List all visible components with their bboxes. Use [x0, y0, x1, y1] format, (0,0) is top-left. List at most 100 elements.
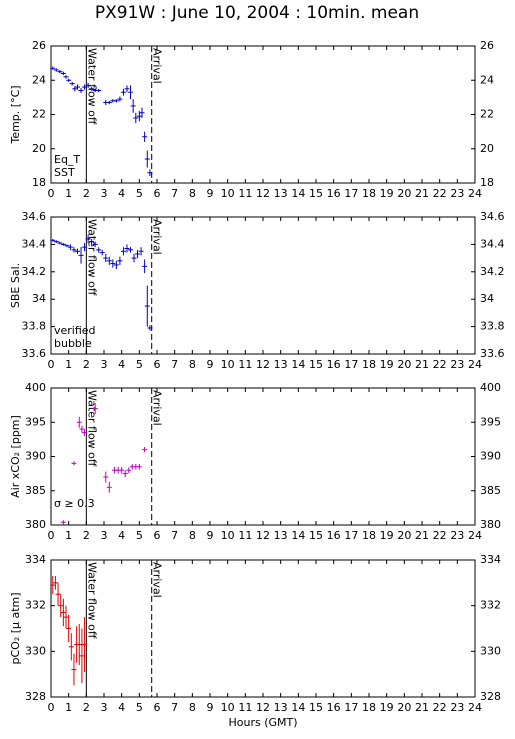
- x-tick-label: 3: [101, 529, 108, 542]
- event-label: Water flow off: [85, 48, 98, 125]
- x-tick-label: 14: [291, 701, 305, 714]
- x-tick-label: 20: [397, 358, 411, 371]
- x-tick-label: 11: [238, 358, 252, 371]
- x-tick-label: 1: [65, 187, 72, 200]
- x-tick-label: 20: [397, 529, 411, 542]
- y2-tick-label: 330: [480, 644, 501, 657]
- x-tick-label: 9: [207, 358, 214, 371]
- legend-entry: bubble: [54, 337, 92, 350]
- x-tick-label: 22: [433, 701, 447, 714]
- event-label: Arrival: [151, 219, 164, 255]
- x-tick-label: 19: [380, 701, 394, 714]
- x-tick-label: 1: [65, 701, 72, 714]
- x-tick-label: 24: [468, 701, 482, 714]
- x-tick-label: 22: [433, 187, 447, 200]
- x-tick-label: 8: [189, 701, 196, 714]
- x-tick-label: 4: [118, 529, 125, 542]
- x-tick-label: 15: [309, 187, 323, 200]
- x-tick-label: 22: [433, 358, 447, 371]
- x-tick-label: 3: [101, 187, 108, 200]
- x-tick-label: 14: [291, 358, 305, 371]
- x-tick-label: 9: [207, 701, 214, 714]
- x-tick-label: 21: [415, 529, 429, 542]
- y2-tick-label: 33.6: [480, 347, 505, 360]
- y2-tick-label: 26: [480, 39, 494, 52]
- x-tick-label: 21: [415, 187, 429, 200]
- x-tick-label: 8: [189, 529, 196, 542]
- x-tick-label: 6: [154, 358, 161, 371]
- x-tick-label: 4: [118, 358, 125, 371]
- x-tick-label: 18: [362, 529, 376, 542]
- y2-tick-label: 328: [480, 690, 501, 703]
- legend-entry: SST: [54, 166, 75, 179]
- x-tick-label: 20: [397, 187, 411, 200]
- x-tick-label: 13: [274, 529, 288, 542]
- x-tick-label: 15: [309, 358, 323, 371]
- x-tick-label: 19: [380, 187, 394, 200]
- x-tick-label: 5: [136, 529, 143, 542]
- x-tick-label: 14: [291, 529, 305, 542]
- x-tick-label: 19: [380, 358, 394, 371]
- y-tick-label: 34.2: [22, 265, 47, 278]
- y-tick-label: 385: [25, 484, 46, 497]
- x-tick-label: 10: [221, 187, 235, 200]
- x-tick-label: 15: [309, 701, 323, 714]
- x-tick-label: 13: [274, 187, 288, 200]
- y2-tick-label: 395: [480, 415, 501, 428]
- x-tick-label: 15: [309, 529, 323, 542]
- y2-tick-label: 385: [480, 484, 501, 497]
- x-tick-label: 17: [344, 187, 358, 200]
- y-axis-label: Temp. [°C]: [9, 85, 22, 144]
- y2-tick-label: 18: [480, 176, 494, 189]
- x-tick-label: 12: [256, 187, 270, 200]
- x-tick-label: 12: [256, 701, 270, 714]
- y-tick-label: 33.8: [22, 320, 47, 333]
- x-tick-label: 17: [344, 701, 358, 714]
- y2-tick-label: 34: [480, 292, 494, 305]
- y2-tick-label: 20: [480, 142, 494, 155]
- x-tick-label: 17: [344, 358, 358, 371]
- y-tick-label: 332: [25, 599, 46, 612]
- x-tick-label: 7: [171, 358, 178, 371]
- x-tick-label: 6: [154, 701, 161, 714]
- event-label: Arrival: [151, 562, 164, 598]
- y-tick-label: 380: [25, 518, 46, 531]
- x-tick-label: 10: [221, 529, 235, 542]
- x-tick-label: 2: [83, 187, 90, 200]
- x-tick-label: 14: [291, 187, 305, 200]
- x-tick-label: 5: [136, 701, 143, 714]
- x-tick-label: 10: [221, 701, 235, 714]
- x-tick-label: 3: [101, 701, 108, 714]
- y-tick-label: 34.6: [22, 210, 47, 223]
- y-tick-label: 390: [25, 450, 46, 463]
- plot-frame: [50, 45, 476, 184]
- x-tick-label: 5: [136, 358, 143, 371]
- x-tick-label: 11: [238, 701, 252, 714]
- x-tick-label: 20: [397, 701, 411, 714]
- y2-tick-label: 34.4: [480, 237, 505, 250]
- x-tick-label: 17: [344, 529, 358, 542]
- x-tick-label: 24: [468, 187, 482, 200]
- x-tick-label: 4: [118, 187, 125, 200]
- x-tick-label: 1: [65, 529, 72, 542]
- plot-frame: [50, 387, 476, 526]
- y-tick-label: 20: [32, 142, 46, 155]
- x-tick-label: 8: [189, 187, 196, 200]
- y2-tick-label: 390: [480, 450, 501, 463]
- x-tick-label: 2: [83, 701, 90, 714]
- x-axis-label: Hours (GMT): [228, 716, 297, 729]
- event-label: Water flow off: [85, 219, 98, 296]
- x-tick-label: 13: [274, 701, 288, 714]
- y-tick-label: 395: [25, 415, 46, 428]
- y2-tick-label: 22: [480, 108, 494, 121]
- y-tick-label: 330: [25, 644, 46, 657]
- event-label: Water flow off: [85, 562, 98, 639]
- x-tick-label: 10: [221, 358, 235, 371]
- y-tick-label: 334: [25, 553, 46, 566]
- y-tick-label: 328: [25, 690, 46, 703]
- x-tick-label: 11: [238, 187, 252, 200]
- x-tick-label: 2: [83, 358, 90, 371]
- y-tick-label: 22: [32, 108, 46, 121]
- y2-tick-label: 334: [480, 553, 501, 566]
- y2-tick-label: 34.6: [480, 210, 505, 223]
